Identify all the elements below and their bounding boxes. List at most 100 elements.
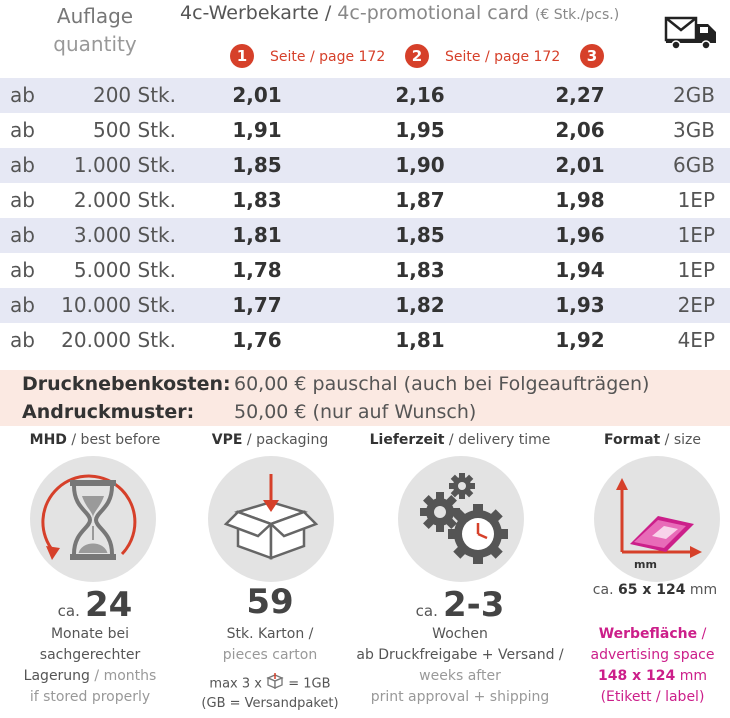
delivery-value: 2-3 xyxy=(442,585,505,625)
row-price-1: 1,76 xyxy=(232,328,282,352)
delivery-line-2: ab Druckfreigabe + Versand / xyxy=(356,647,564,663)
mhd-line-3a: Lagerung xyxy=(23,668,90,684)
row-price-2: 1,90 xyxy=(395,153,445,177)
adv-size: 148 x 124 xyxy=(598,668,676,684)
row-price-3: 1,96 xyxy=(555,223,605,247)
column-page-ref-2: Seite / page 172 xyxy=(445,49,561,65)
row-quantity: 10.000 Stk. xyxy=(61,293,176,317)
row-prefix: ab xyxy=(10,258,35,282)
column-badge-2: 2 xyxy=(405,44,429,68)
table-row: ab 10.000 Stk. 1,77 1,82 1,93 2EP xyxy=(0,288,730,323)
extra-cost-value: 50,00 € (nur auf Wunsch) xyxy=(234,401,477,423)
row-price-1: 1,81 xyxy=(232,223,282,247)
row-shipping: 1EP xyxy=(677,188,715,212)
vpe-note-b: = 1GB xyxy=(288,676,331,692)
table-row: ab 500 Stk. 1,91 1,95 2,06 3GB xyxy=(0,113,730,148)
row-price-2: 1,85 xyxy=(395,223,445,247)
mhd-line-1: Monate bei xyxy=(50,626,130,642)
row-price-1: 1,77 xyxy=(232,293,282,317)
row-shipping: 3GB xyxy=(673,118,715,142)
card-dimension-icon: mm xyxy=(594,456,720,582)
column-page-ref-1: Seite / page 172 xyxy=(270,49,386,65)
row-shipping: 1EP xyxy=(677,258,715,282)
vpe-value: 59 xyxy=(246,582,294,622)
row-quantity: 2.000 Stk. xyxy=(73,188,176,212)
extra-cost-label: Andruckmuster: xyxy=(22,401,195,423)
row-price-1: 1,78 xyxy=(232,258,282,282)
row-price-2: 1,83 xyxy=(395,258,445,282)
extra-cost-value: 60,00 € pauschal (auch bei Folgeaufträge… xyxy=(234,373,650,395)
mhd-title-bold: MHD xyxy=(29,432,67,448)
extra-cost-line: Drucknebenkosten: 60,00 € pauschal (auch … xyxy=(22,370,649,398)
adv-en: advertising space xyxy=(590,647,715,663)
mhd-value-block: ca. 24 xyxy=(40,585,150,625)
row-shipping: 6GB xyxy=(673,153,715,177)
product-title-sep: / xyxy=(318,2,338,24)
row-quantity: 20.000 Stk. xyxy=(61,328,176,352)
delivery-title: Lieferzeit / delivery time xyxy=(365,432,555,448)
format-size: ca. 65 x 124 mm xyxy=(580,582,730,598)
advertising-space: Werbefläche / advertising space 148 x 12… xyxy=(575,624,730,708)
row-price-2: 1,81 xyxy=(395,328,445,352)
mhd-line-2: sachgerechter xyxy=(39,647,141,663)
row-price-1: 1,85 xyxy=(232,153,282,177)
row-price-1: 1,83 xyxy=(232,188,282,212)
adv-note: (Etikett / label) xyxy=(600,689,705,705)
row-price-1: 2,01 xyxy=(232,83,282,107)
row-price-3: 1,93 xyxy=(555,293,605,317)
row-price-2: 1,82 xyxy=(395,293,445,317)
adv-bold: Werbefläche xyxy=(598,626,698,642)
vpe-value-block: 59 xyxy=(215,582,325,622)
mhd-prefix: ca. xyxy=(57,602,80,620)
row-quantity: 500 Stk. xyxy=(92,118,176,142)
table-row: ab 3.000 Stk. 1,81 1,85 1,96 1EP xyxy=(0,218,730,253)
delivery-title-bold: Lieferzeit xyxy=(369,432,445,448)
mhd-line-3: Lagerung / months xyxy=(5,666,175,687)
mhd-line-3b: / months xyxy=(89,668,157,684)
row-price-2: 1,87 xyxy=(395,188,445,212)
extra-costs-panel: Drucknebenkosten: 60,00 € pauschal (auch … xyxy=(0,370,730,426)
hourglass-icon xyxy=(30,456,156,582)
format-size-value: 65 x 124 xyxy=(617,582,686,598)
product-title-de: 4c-Werbekarte xyxy=(180,2,319,24)
vpe-title: VPE / packaging xyxy=(185,432,355,448)
delivery-description: Wochen ab Druckfreigabe + Versand / week… xyxy=(345,624,575,708)
delivery-value-block: ca. 2-3 xyxy=(395,585,525,625)
row-prefix: ab xyxy=(10,188,35,212)
row-price-2: 1,95 xyxy=(395,118,445,142)
row-shipping: 2GB xyxy=(673,83,715,107)
row-prefix: ab xyxy=(10,83,35,107)
row-price-3: 1,94 xyxy=(555,258,605,282)
row-prefix: ab xyxy=(10,118,35,142)
adv-unit: mm xyxy=(679,668,707,684)
delivery-truck-icon xyxy=(664,14,720,50)
table-row: ab 5.000 Stk. 1,78 1,83 1,94 1EP xyxy=(0,253,730,288)
mhd-description: Monate bei sachgerechter Lagerung / mont… xyxy=(5,624,175,708)
row-shipping: 2EP xyxy=(677,293,715,317)
quantity-label-de: Auflage xyxy=(56,4,134,28)
vpe-description: Stk. Karton / pieces carton xyxy=(185,624,355,666)
row-price-1: 1,91 xyxy=(232,118,282,142)
unit-note: (€ Stk./pcs.) xyxy=(534,7,620,23)
row-price-3: 2,06 xyxy=(555,118,605,142)
format-title: Format / size xyxy=(580,432,725,448)
mhd-title-rest: / best before xyxy=(66,432,161,448)
vpe-title-bold: VPE xyxy=(211,432,243,448)
column-badge-1: 1 xyxy=(230,44,254,68)
table-row: ab 200 Stk. 2,01 2,16 2,27 2GB xyxy=(0,78,730,113)
adv-size-line: 148 x 124 mm xyxy=(575,666,730,687)
product-title: 4c-Werbekarte / 4c-promotional card (€ S… xyxy=(180,2,619,24)
table-row: ab 20.000 Stk. 1,76 1,81 1,92 4EP xyxy=(0,323,730,358)
vpe-line-1: Stk. Karton / xyxy=(226,626,314,642)
delivery-line-1: Wochen xyxy=(432,626,488,642)
vpe-note-line-1: max 3 x = 1GB xyxy=(180,673,360,695)
row-prefix: ab xyxy=(10,328,35,352)
format-unit: mm xyxy=(689,582,718,598)
delivery-line-3: weeks after xyxy=(419,668,501,684)
row-prefix: ab xyxy=(10,153,35,177)
extra-cost-label: Drucknebenkosten: xyxy=(22,373,231,395)
delivery-line-4: print approval + shipping xyxy=(370,689,550,705)
product-title-en: 4c-promotional card xyxy=(337,2,529,24)
adv-rest: / xyxy=(697,626,707,642)
row-prefix: ab xyxy=(10,293,35,317)
